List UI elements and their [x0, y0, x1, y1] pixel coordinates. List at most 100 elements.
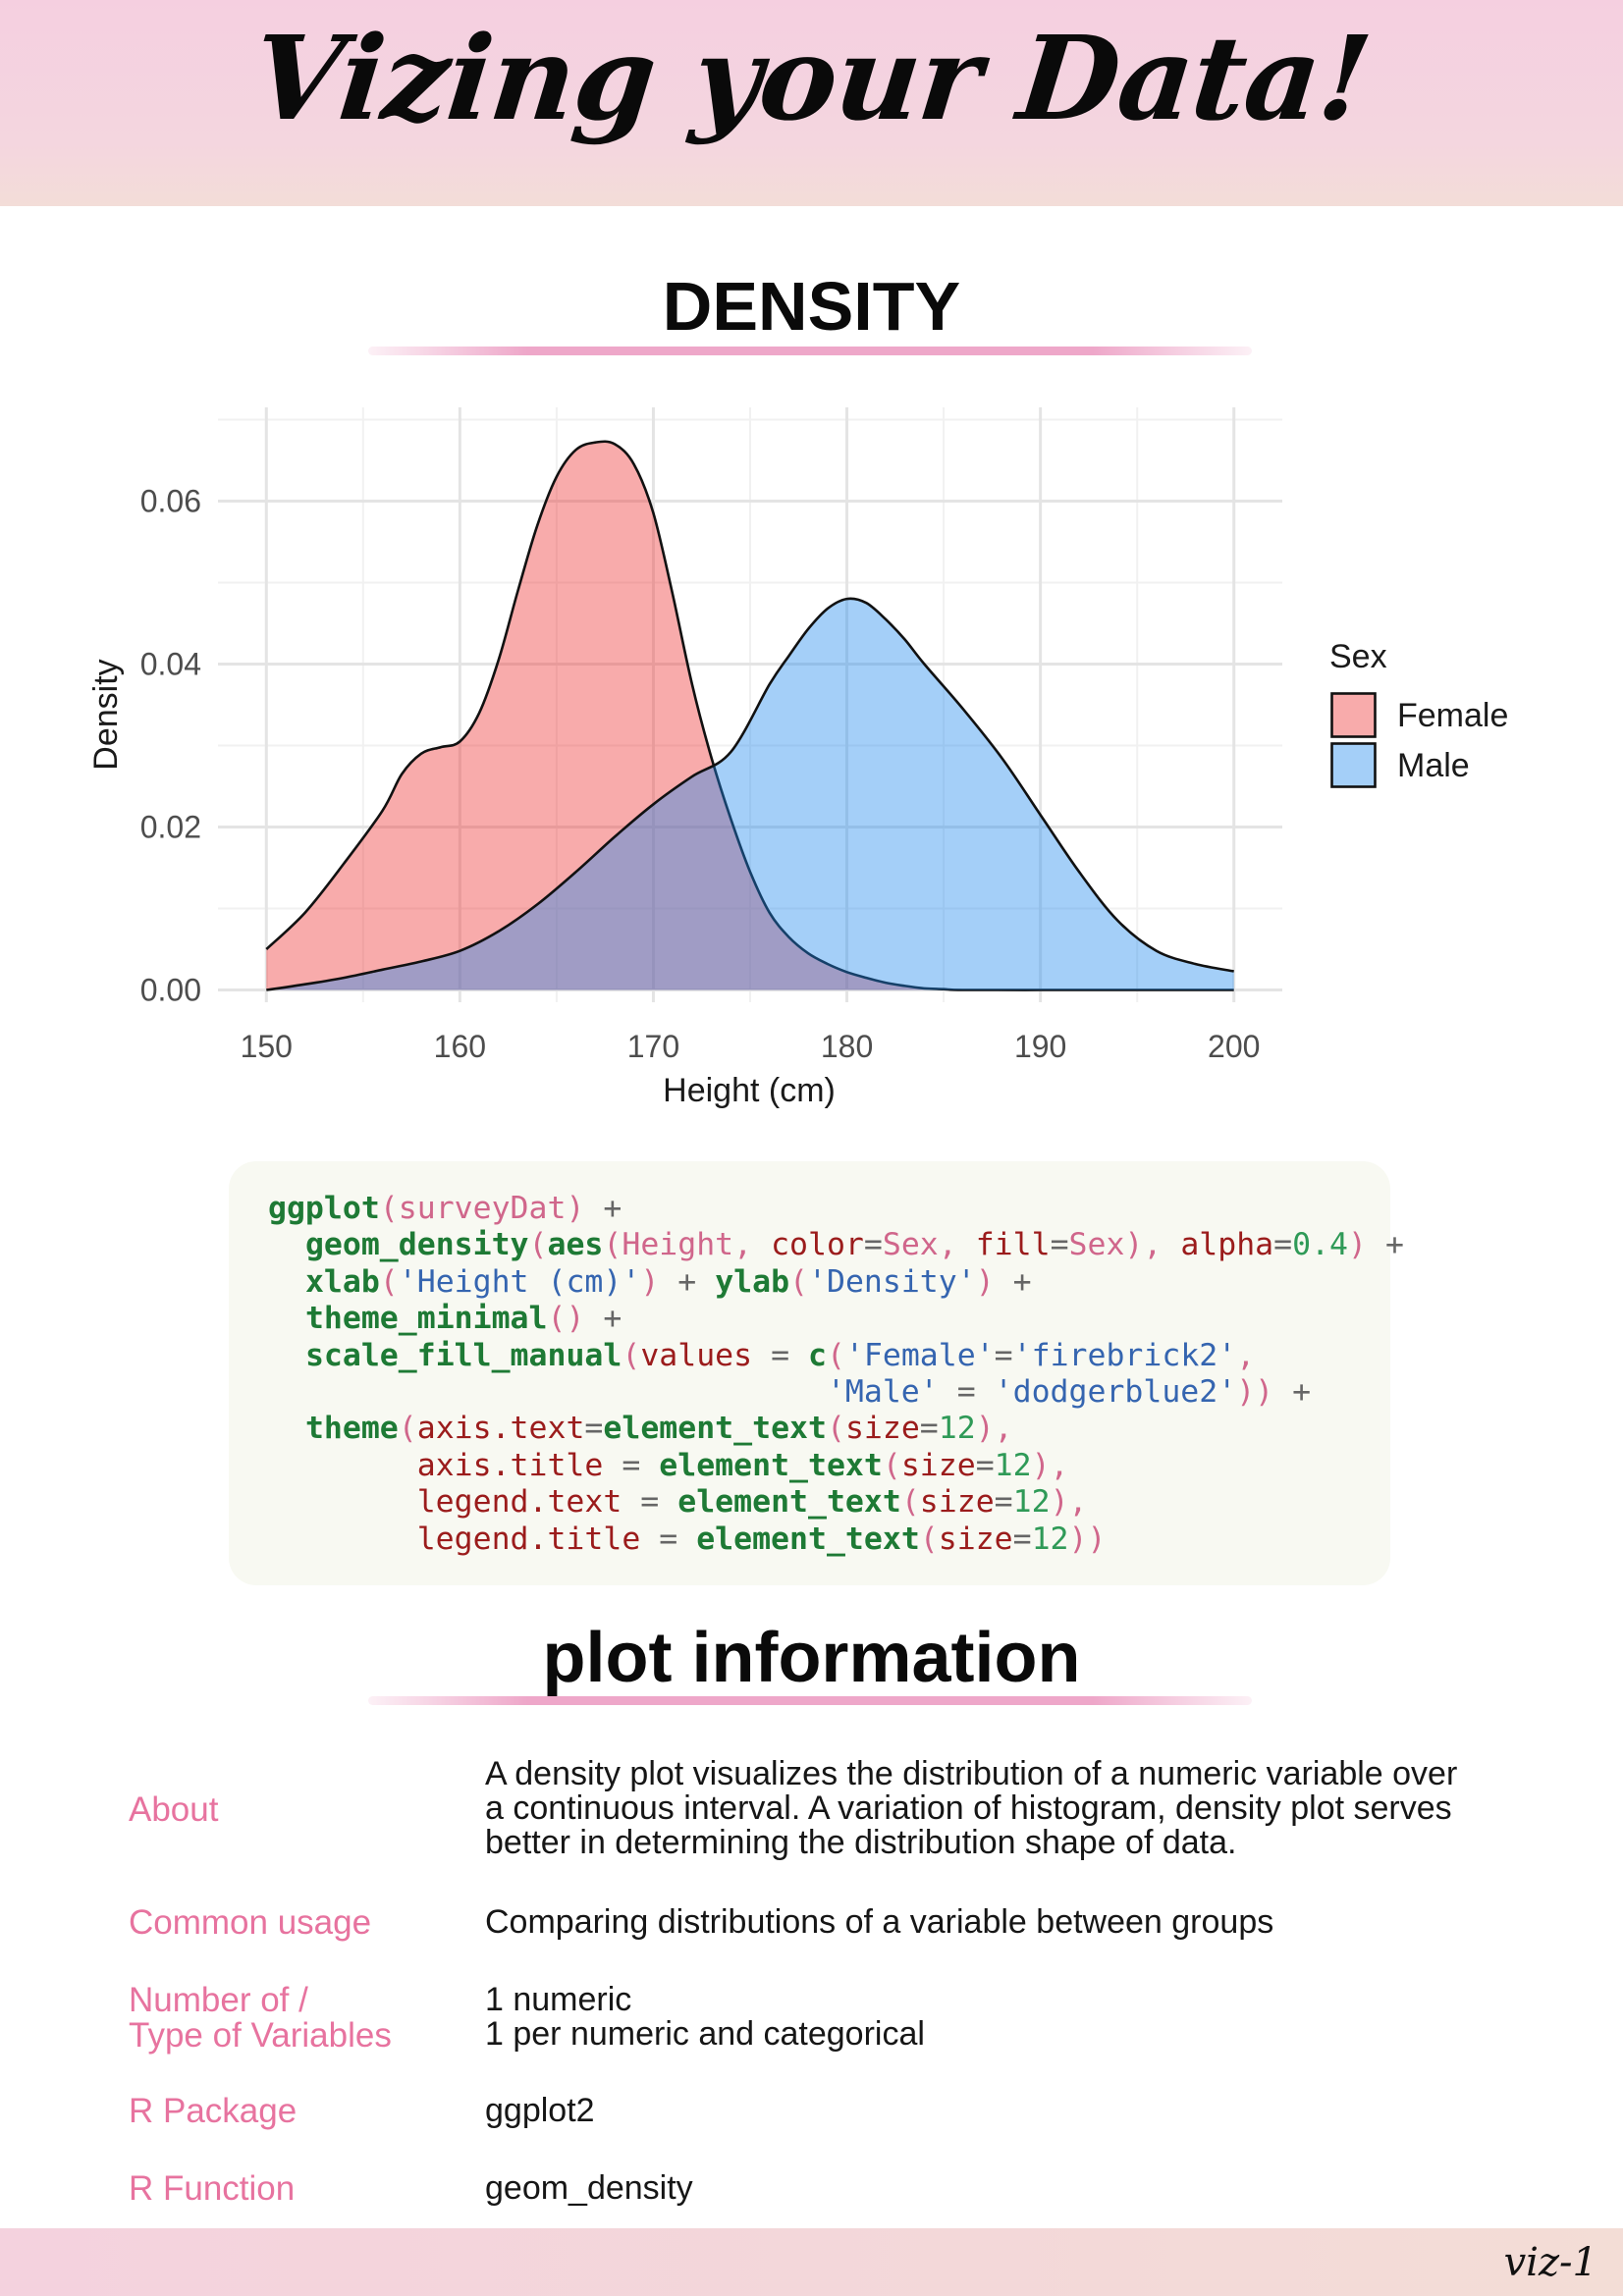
- code-token: 'Height (cm)': [398, 1263, 641, 1300]
- density-chart: 150 160 170 180 190 200 0.00 0.02 0.04 0.06 Heig…: [87, 407, 1508, 1109]
- code-token: element_text: [603, 1411, 827, 1447]
- x-axis-title: Height (cm): [663, 1072, 836, 1109]
- info-value-r-function: geom_density: [485, 2169, 693, 2207]
- code-token: )): [1068, 1521, 1107, 1557]
- code-token: (: [900, 1484, 920, 1521]
- header-banner: [0, 0, 1623, 206]
- y-tick-label: 0.00: [140, 973, 201, 1008]
- code-token: Sex),: [1068, 1227, 1181, 1263]
- code-token: c: [808, 1337, 827, 1373]
- code-token: +: [659, 1263, 716, 1300]
- code-token: (: [398, 1411, 417, 1447]
- grid-major: [218, 407, 1282, 1002]
- code-token: [268, 1484, 417, 1520]
- code-token: alpha: [1180, 1227, 1274, 1263]
- code-token: =: [975, 1447, 995, 1483]
- y-tick-label: 0.04: [140, 646, 201, 681]
- code-token: ),: [1031, 1447, 1069, 1483]
- info-label-about: About: [129, 1790, 219, 1829]
- y-tick-label: 0.02: [140, 810, 201, 845]
- code-token: (: [528, 1227, 548, 1263]
- code-token: +: [994, 1263, 1032, 1300]
- legend-label-female: Female: [1397, 697, 1508, 734]
- code-token: [268, 1338, 305, 1373]
- density-area-male: [266, 598, 1234, 990]
- code-token: =: [938, 1374, 995, 1411]
- code-token: element_text: [677, 1484, 901, 1521]
- code-token: 12: [938, 1411, 976, 1447]
- code-token: size: [844, 1411, 920, 1447]
- page-tag: viz-1: [1503, 2240, 1597, 2285]
- code-token: xlab: [304, 1263, 380, 1300]
- code-token: Sex,: [882, 1227, 976, 1263]
- code-token: =: [1050, 1227, 1069, 1263]
- code-token: (surveyDat): [379, 1191, 585, 1226]
- code-token: [268, 1301, 305, 1336]
- code-token: (: [919, 1521, 939, 1557]
- code-token: ,: [1236, 1337, 1256, 1373]
- code-token: geom_density: [304, 1227, 529, 1263]
- grid-minor: [218, 407, 1282, 1002]
- page-title: Vizing your Data!: [245, 10, 1377, 146]
- code-token: =: [752, 1337, 809, 1373]
- code-token: [268, 1227, 305, 1262]
- code-token: [268, 1522, 417, 1557]
- code-token: axis.text: [416, 1411, 585, 1447]
- info-label-r-package: R Package: [129, 2092, 298, 2130]
- x-tick-labels: 150 160 170 180 190 200: [241, 1029, 1261, 1064]
- code-token: ),: [1050, 1484, 1088, 1521]
- code-token: =: [994, 1484, 1013, 1521]
- code-token: [268, 1264, 305, 1300]
- footer-band: [0, 2228, 1623, 2296]
- code-token: 0.4: [1292, 1227, 1349, 1263]
- legend-label-male: Male: [1397, 747, 1470, 784]
- title-underline: [368, 347, 1252, 355]
- code-token: element_text: [659, 1447, 883, 1483]
- section-title-density: DENSITY: [662, 268, 961, 345]
- code-token: 'Density': [808, 1263, 976, 1300]
- density-areas: [265, 440, 1234, 991]
- code-token: ),: [975, 1411, 1013, 1447]
- code-token: +: [1273, 1374, 1312, 1411]
- x-tick-label: 180: [821, 1029, 873, 1064]
- info-value-about: A density plot visualizes the distributi…: [485, 1755, 1458, 1861]
- code-token: legend.title: [416, 1521, 641, 1557]
- code-token: (Height,: [603, 1227, 772, 1263]
- code-token: theme_minimal: [304, 1301, 548, 1337]
- y-tick-label: 0.06: [140, 483, 201, 518]
- code-token: =: [919, 1411, 939, 1447]
- code-token: ): [1348, 1227, 1367, 1263]
- legend: Sex Female Male: [1329, 638, 1508, 788]
- code-token: size: [919, 1484, 995, 1521]
- code-token: axis.title: [416, 1447, 604, 1483]
- code-token: legend.text: [416, 1484, 622, 1521]
- code-block: [229, 1161, 1390, 1585]
- code-token: (: [379, 1263, 399, 1300]
- code-token: +: [584, 1301, 622, 1337]
- code-token: fill: [975, 1227, 1051, 1263]
- code-token: +: [1367, 1227, 1404, 1263]
- code-token: ): [975, 1263, 995, 1300]
- density-line-female: [265, 440, 1234, 991]
- code-token: 'Female': [844, 1337, 995, 1373]
- info-label-r-function: R Function: [129, 2169, 296, 2208]
- y-tick-labels: 0.00 0.02 0.04 0.06: [140, 483, 201, 1007]
- code-token: ggplot: [268, 1191, 380, 1226]
- code-token: =: [622, 1484, 678, 1521]
- legend-key-male: [1330, 742, 1377, 788]
- code-token: =: [640, 1521, 697, 1557]
- legend-title: Sex: [1329, 638, 1387, 675]
- code-token: =: [1012, 1521, 1032, 1557]
- code-token: size: [900, 1447, 976, 1483]
- y-axis-title: Density: [87, 659, 125, 770]
- code-token: color: [771, 1227, 864, 1263]
- code-token: 12: [994, 1447, 1032, 1483]
- code-token: ylab: [715, 1263, 790, 1300]
- code-token: (): [547, 1301, 585, 1337]
- density-area-female: [266, 441, 1234, 990]
- code-token: =: [1273, 1227, 1293, 1263]
- code-token: (: [622, 1337, 641, 1373]
- x-tick-label: 160: [434, 1029, 486, 1064]
- code-token: 'firebrick2': [1012, 1337, 1237, 1373]
- code-token: )): [1236, 1374, 1274, 1411]
